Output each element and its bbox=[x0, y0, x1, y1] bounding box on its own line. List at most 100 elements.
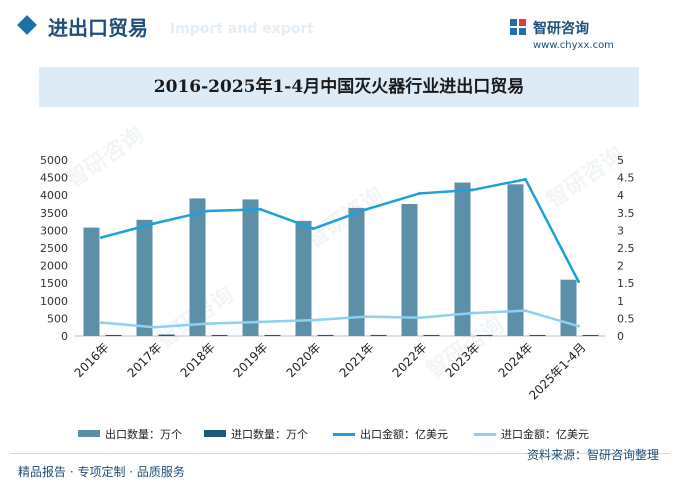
x-tick-label: 2020年 bbox=[284, 340, 324, 380]
bar-import-qty bbox=[476, 334, 493, 336]
bar-import-qty bbox=[582, 334, 599, 336]
point-export-value bbox=[418, 191, 421, 195]
bar-import-qty bbox=[211, 334, 228, 336]
y-right-tick-label: 4.5 bbox=[617, 172, 635, 185]
chart: 0 500 1000 1500 2000 2500 3000 3500 4000 4500 5000… bbox=[40, 154, 635, 403]
legend-swatch bbox=[78, 430, 100, 437]
bar-import-qty bbox=[529, 334, 546, 336]
legend-item-export-value: 出口金额：亿美元 bbox=[333, 426, 473, 442]
y-right-tick-label: 1 bbox=[617, 295, 624, 308]
point-import-value bbox=[524, 309, 527, 313]
bar-import-qty bbox=[317, 334, 334, 336]
legend-label: 进口金额：亿美元 bbox=[501, 428, 589, 441]
y-right-tick-label: 4 bbox=[617, 189, 624, 202]
point-export-value bbox=[153, 221, 156, 225]
point-import-value bbox=[153, 325, 156, 329]
point-import-value bbox=[100, 321, 103, 325]
x-tick-label: 2022年 bbox=[390, 340, 430, 380]
x-tick-label: 2021年 bbox=[337, 340, 377, 380]
line-export-value bbox=[101, 178, 580, 283]
legend-label: 出口金额：亿美元 bbox=[360, 428, 448, 441]
point-export-value bbox=[312, 227, 315, 231]
y-left-tick-label: 2000 bbox=[40, 260, 68, 273]
x-tick-label: 2018年 bbox=[178, 340, 218, 380]
chart-title: 2016-2025年1-4月中国灭火器行业进出口贸易 bbox=[153, 77, 525, 97]
brand: 智研咨询 www.chyxx.com bbox=[509, 16, 649, 56]
brand-url: www.chyxx.com bbox=[533, 40, 614, 51]
bar-import-qty bbox=[370, 334, 387, 336]
legend-item-export-qty: 出口数量：万个 bbox=[78, 426, 208, 442]
header: 进出口贸易 Import and export 智研咨询 www.chyxx.c… bbox=[0, 0, 679, 60]
bar-export-qty bbox=[507, 184, 524, 336]
legend-swatch bbox=[204, 430, 226, 437]
bar-export-qty bbox=[454, 182, 471, 336]
footer-divider bbox=[10, 453, 670, 454]
bar-export-qty bbox=[295, 220, 312, 336]
x-tick-label: 2023年 bbox=[443, 340, 483, 380]
legend-swatch bbox=[474, 433, 496, 436]
x-tick-label: 2016年 bbox=[72, 340, 112, 380]
y-left-tick-label: 1500 bbox=[40, 277, 68, 290]
point-export-value bbox=[577, 279, 580, 283]
y-left-tick-label: 5000 bbox=[40, 154, 68, 167]
x-tick-label: 2019年 bbox=[231, 340, 271, 380]
y-right-tick-label: 5 bbox=[617, 154, 624, 167]
y-right-tick-label: 2 bbox=[617, 260, 624, 273]
point-import-value bbox=[206, 322, 209, 326]
legend: 出口数量：万个 进口数量：万个 出口金额：亿美元 进口金额：亿美元 bbox=[0, 424, 679, 444]
brand-logo-icon bbox=[510, 19, 526, 35]
point-import-value bbox=[259, 320, 262, 324]
point-export-value bbox=[524, 177, 527, 181]
point-export-value bbox=[365, 207, 368, 211]
legend-label: 出口数量：万个 bbox=[105, 428, 182, 441]
y-left-tick-label: 3000 bbox=[40, 224, 68, 237]
title-band: 2016-2025年1-4月中国灭火器行业进出口贸易 bbox=[39, 67, 639, 107]
y-right-tick-label: 0.5 bbox=[617, 312, 635, 325]
point-import-value bbox=[312, 318, 315, 322]
point-export-value bbox=[471, 188, 474, 192]
legend-swatch bbox=[333, 433, 355, 436]
bar-export-qty bbox=[560, 279, 577, 336]
point-export-value bbox=[259, 207, 262, 211]
bar-import-qty bbox=[423, 334, 440, 336]
bar-export-qty bbox=[401, 204, 418, 336]
y-right-tick-label: 3.5 bbox=[617, 207, 635, 220]
y-left-tick-label: 4500 bbox=[40, 172, 68, 185]
point-import-value bbox=[577, 324, 580, 328]
y-right-tick-label: 3 bbox=[617, 224, 624, 237]
point-import-value bbox=[471, 311, 474, 315]
y-left-tick-label: 0 bbox=[61, 330, 68, 343]
section-subtitle: Import and export bbox=[170, 21, 314, 37]
point-import-value bbox=[418, 316, 421, 320]
bar-export-qty bbox=[136, 219, 153, 336]
x-tick-label: 2017年 bbox=[125, 340, 165, 380]
legend-item-import-value: 进口金额：亿美元 bbox=[474, 426, 614, 442]
bar-import-qty bbox=[264, 334, 281, 336]
bar-import-qty bbox=[105, 334, 122, 336]
y-right-tick-label: 0 bbox=[617, 330, 624, 343]
bar-export-qty bbox=[83, 227, 100, 336]
legend-item-import-qty: 进口数量：万个 bbox=[204, 426, 334, 442]
point-export-value bbox=[100, 235, 103, 239]
y-left-tick-label: 1000 bbox=[40, 295, 68, 308]
bar-export-qty bbox=[189, 198, 206, 336]
y-left-tick-label: 500 bbox=[47, 312, 68, 325]
x-tick-label: 2025年1-4月 bbox=[526, 340, 588, 402]
point-export-value bbox=[206, 209, 209, 213]
y-left-tick-label: 3500 bbox=[40, 207, 68, 220]
bar-export-qty bbox=[348, 207, 365, 336]
bar-export-qty bbox=[242, 199, 259, 336]
line-import-value bbox=[101, 309, 579, 329]
data-source: 资料来源：智研咨询整理 bbox=[526, 448, 659, 462]
footer-tagline: 精品报告 · 专项定制 · 品质服务 bbox=[18, 465, 185, 479]
bar-import-qty bbox=[158, 334, 175, 336]
section-title: 进出口贸易 bbox=[48, 16, 148, 40]
y-right-tick-label: 2.5 bbox=[617, 242, 635, 255]
brand-name: 智研咨询 bbox=[533, 21, 589, 37]
y-right-tick-label: 1.5 bbox=[617, 277, 635, 290]
x-tick-label: 2024年 bbox=[496, 340, 536, 380]
legend-label: 进口数量：万个 bbox=[231, 428, 308, 441]
point-import-value bbox=[365, 315, 368, 319]
y-left-tick-label: 4000 bbox=[40, 189, 68, 202]
y-left-tick-label: 2500 bbox=[40, 242, 68, 255]
